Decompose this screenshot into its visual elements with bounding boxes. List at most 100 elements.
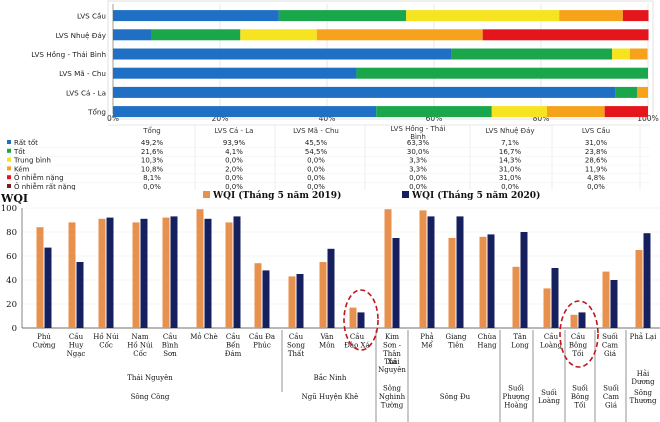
station-label: Giang	[446, 333, 468, 341]
group-label: Thương	[630, 397, 657, 405]
legend-label-2019: WQI (Tháng 5 năm 2019)	[212, 190, 341, 201]
x-tick-label: 80%	[533, 114, 550, 123]
station-label: Kim	[385, 333, 399, 341]
category-label: Tổng	[87, 108, 106, 117]
legend-label: Ô nhiễm rất nặng	[14, 182, 76, 191]
table-value: 0,0%	[225, 157, 243, 165]
station-label: Suối	[602, 332, 619, 341]
table-value: 31,0%	[585, 139, 608, 147]
group-label: Giá	[605, 401, 617, 409]
group-label: Suối	[508, 384, 525, 393]
bar-2019	[512, 266, 520, 328]
table-value: 16,7%	[499, 148, 522, 156]
group-label: Suối	[603, 384, 620, 393]
stacked-bar-segment	[113, 86, 616, 98]
x-tick-label: 40%	[319, 114, 336, 123]
table-value: 63,3%	[407, 139, 430, 147]
group-label: Sông Đu	[440, 393, 471, 401]
stacked-bar-segment	[356, 67, 648, 79]
legend-swatch-2019	[203, 191, 210, 198]
bar-2020	[262, 270, 270, 328]
station-label: Mỏ Chè	[190, 332, 218, 341]
bar-2020	[44, 247, 52, 328]
table-value: 0,0%	[587, 183, 605, 191]
station-label: Bình	[162, 341, 179, 349]
group-label: Hoàng	[504, 400, 528, 409]
station-label: Giá	[604, 350, 616, 358]
group-label: Sông	[634, 389, 653, 397]
group-label: Ngũ Huyện Khê	[302, 393, 359, 401]
stacked-bar-segment	[113, 48, 452, 60]
table-value: 0,0%	[409, 174, 427, 182]
table-value: 10,3%	[141, 157, 164, 165]
table-value: 93,9%	[223, 139, 246, 147]
station-label: Thất	[288, 349, 304, 358]
table-value: 23,8%	[585, 148, 608, 156]
bar-2019	[602, 271, 610, 328]
station-label: Cầu	[571, 332, 586, 341]
bar-2019	[98, 218, 106, 328]
bar-2020	[578, 312, 586, 328]
legend-label: Tốt	[13, 148, 26, 156]
bar-2019	[162, 217, 170, 328]
table-value: 8,1%	[143, 174, 161, 182]
bar-2020	[204, 218, 212, 328]
station-label: Cầu	[289, 332, 304, 341]
table-header: LVS Mã - Chu	[293, 127, 339, 135]
bar-2020	[327, 248, 335, 328]
table-value: 30,0%	[407, 148, 430, 156]
table-header: LVS Cá - La	[215, 127, 254, 135]
stacked-bar-segment	[316, 29, 483, 41]
table-value: 54,5%	[305, 148, 328, 156]
legend-label: Rất tốt	[14, 139, 38, 147]
station-label: Cầu Đa	[249, 332, 275, 341]
station-label: Long	[511, 341, 529, 349]
table-value: 0,0%	[307, 157, 325, 165]
bar-2019	[319, 262, 327, 328]
table-header: LVS Cầu	[582, 127, 610, 135]
bar-2020	[76, 262, 84, 328]
station-label: Sơn -	[383, 341, 402, 349]
station-label: Song	[287, 341, 306, 349]
stacked-bar-segment	[637, 86, 648, 98]
bar-2019	[349, 307, 357, 328]
table-value: 3,3%	[409, 165, 427, 173]
station-label: Chùa	[478, 333, 497, 341]
group-label: Suối	[572, 384, 589, 393]
bar-2019	[570, 314, 578, 328]
station-label: Cầu	[350, 332, 365, 341]
legend-swatch	[7, 184, 11, 188]
station-label: Cầu	[163, 332, 178, 341]
bar-2020	[610, 280, 618, 328]
legend-label: Trung bình	[13, 157, 51, 165]
table-value: 4,8%	[587, 174, 605, 182]
x-tick-label: 100%	[637, 114, 658, 123]
group-label: Bắc Ninh	[314, 373, 347, 382]
stacked-bar-segment	[406, 10, 560, 22]
bar-2019	[384, 209, 392, 328]
station-label: Cầu	[544, 332, 559, 341]
group-label: Hải	[637, 369, 650, 378]
table-value: 2,0%	[225, 165, 243, 173]
y-tick-label: 20	[6, 300, 17, 310]
group-label: Cam	[603, 393, 620, 401]
bar-2019	[68, 222, 76, 328]
station-label: Cầu	[69, 332, 84, 341]
table-value: 10,8%	[141, 165, 164, 173]
y-tick-label: 40	[6, 276, 17, 286]
bar-2020	[357, 312, 365, 328]
stacked-bar-segment	[615, 86, 638, 98]
station-label: Nam	[132, 333, 149, 341]
station-label: Xá	[387, 358, 396, 366]
group-label: Sông Công	[131, 393, 170, 401]
station-label: Cốc	[99, 340, 113, 349]
station-label: Thân	[383, 350, 401, 358]
bar-2020	[106, 217, 114, 328]
bar-2019	[448, 238, 456, 328]
table-value: 31,0%	[499, 174, 522, 182]
station-label: Vân	[319, 333, 334, 341]
legend-label: Ô nhiễm nặng	[14, 173, 64, 182]
stacked-bar-segment	[451, 48, 613, 60]
bar-2019	[419, 210, 427, 328]
table-value: 49,2%	[141, 139, 164, 147]
